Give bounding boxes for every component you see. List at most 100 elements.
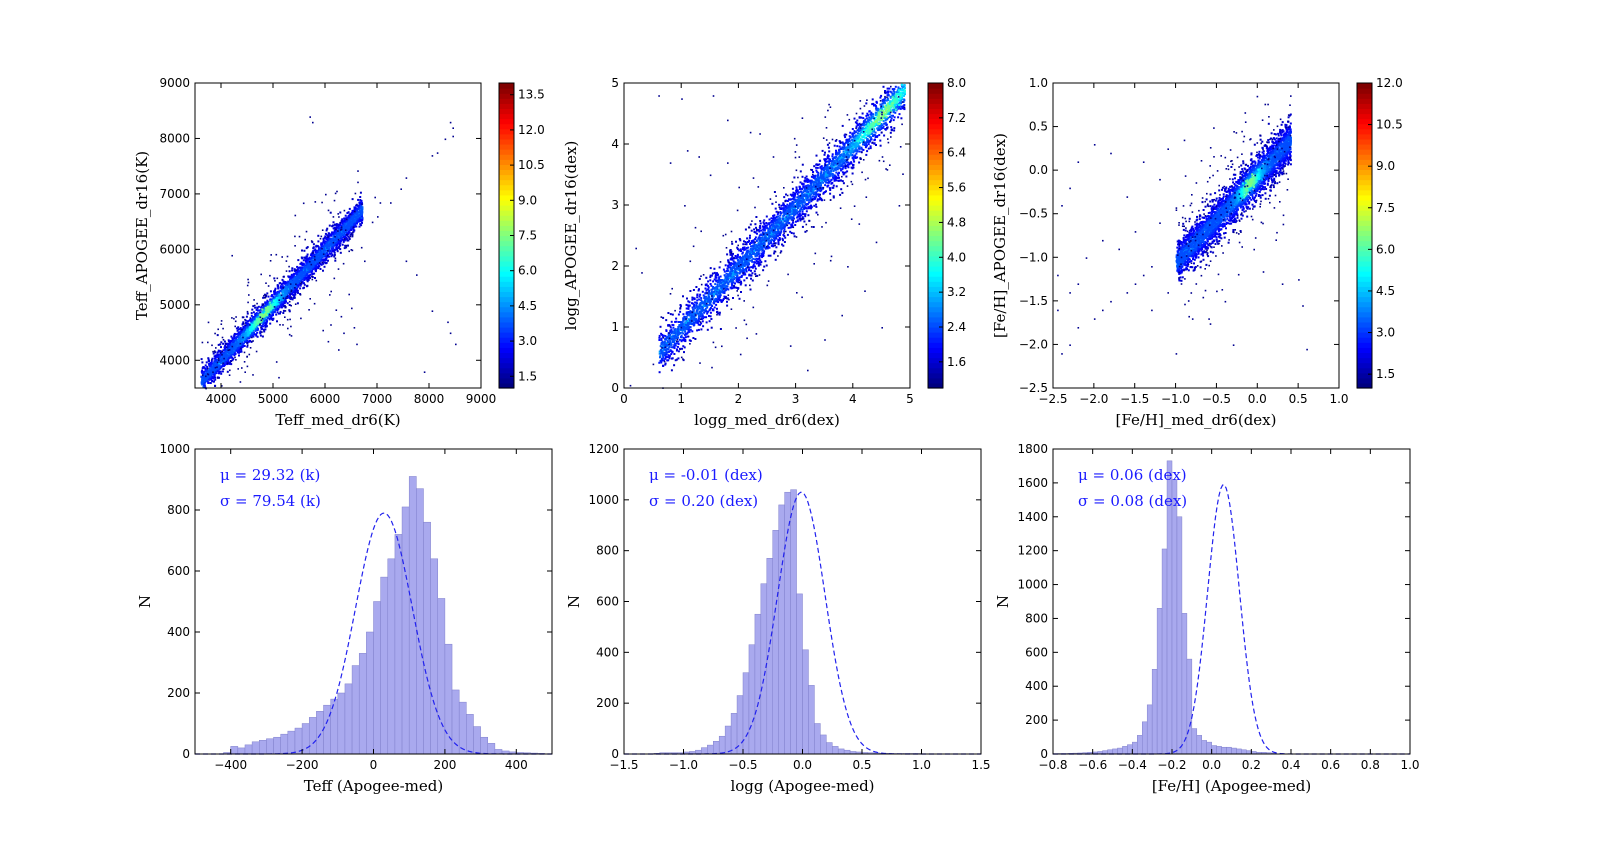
data-point — [692, 289, 695, 291]
outlier-point — [286, 318, 289, 321]
data-point — [315, 251, 318, 254]
outlier-point — [207, 341, 209, 344]
data-point — [214, 351, 217, 354]
data-point — [323, 236, 326, 239]
data-point — [318, 259, 321, 262]
data-point — [306, 276, 309, 279]
data-point — [342, 230, 345, 233]
colorbar-segment — [499, 144, 514, 150]
colorbar-segment — [499, 311, 514, 318]
outlier-point — [351, 307, 353, 310]
data-point — [343, 232, 346, 235]
data-point — [299, 284, 302, 287]
data-point — [360, 217, 363, 220]
data-point — [257, 322, 260, 325]
data-point — [217, 353, 220, 356]
data-point — [746, 237, 749, 240]
data-point — [211, 376, 214, 379]
data-point — [322, 245, 325, 248]
data-point — [244, 332, 247, 335]
outlier-point — [321, 229, 324, 231]
data-point — [358, 225, 361, 228]
data-point — [231, 339, 234, 341]
outlier-point — [235, 316, 237, 318]
data-point — [326, 227, 329, 230]
data-point — [332, 221, 335, 224]
data-point — [238, 340, 241, 343]
data-point — [344, 217, 347, 220]
outlier-point — [312, 252, 314, 254]
data-point — [226, 348, 228, 351]
colorbar-segment — [499, 260, 514, 267]
outlier-point — [302, 202, 305, 205]
data-point — [353, 208, 356, 211]
data-point — [339, 248, 342, 251]
colorbar: 1.53.04.56.07.59.010.512.013.5 — [498, 82, 545, 389]
outlier-point — [246, 310, 249, 313]
data-point — [284, 291, 287, 293]
data-point — [218, 370, 221, 373]
outlier-point — [431, 310, 434, 312]
data-point — [268, 315, 271, 318]
data-point — [302, 259, 305, 262]
outlier-point — [284, 310, 287, 312]
data-point — [256, 312, 259, 315]
data-point — [251, 329, 254, 332]
colorbar-tick-label: 4.5 — [518, 299, 537, 313]
data-point — [255, 323, 257, 326]
data-point — [226, 361, 229, 364]
outlier-point — [274, 280, 276, 282]
data-point — [327, 234, 330, 237]
data-point — [359, 196, 362, 198]
outlier-point — [288, 300, 291, 303]
data-point — [752, 263, 755, 266]
data-point — [242, 325, 245, 328]
data-point — [336, 247, 339, 250]
data-point — [264, 325, 267, 328]
data-point — [319, 253, 321, 256]
data-point — [253, 325, 255, 328]
data-point — [233, 337, 236, 340]
outlier-point — [452, 127, 454, 129]
data-point — [350, 227, 353, 230]
data-point — [246, 328, 249, 331]
colorbar-tick-label: 7.5 — [518, 229, 537, 243]
data-point — [294, 284, 297, 287]
data-point — [214, 384, 217, 387]
outlier-point — [284, 306, 287, 309]
data-point — [306, 273, 309, 276]
outlier-point — [222, 327, 224, 330]
data-point — [339, 242, 342, 245]
data-point — [261, 315, 264, 318]
data-point — [251, 332, 254, 335]
data-point — [357, 198, 360, 201]
data-point — [323, 265, 326, 268]
outlier-point — [278, 299, 280, 301]
outlier-point — [352, 231, 354, 234]
colorbar-segment — [499, 332, 514, 338]
data-point — [223, 364, 226, 367]
data-point — [667, 312, 670, 314]
outlier-point — [343, 332, 345, 335]
data-point — [335, 226, 337, 229]
outlier-point — [284, 304, 286, 307]
outlier-point — [273, 306, 276, 308]
data-point — [339, 244, 342, 247]
data-point — [786, 203, 789, 206]
outlier-point — [337, 238, 340, 241]
data-point — [334, 259, 337, 262]
data-point — [209, 365, 212, 368]
data-point — [345, 246, 348, 249]
colorbar-segment — [499, 103, 514, 110]
data-point — [252, 317, 255, 320]
outlier-point — [282, 297, 285, 299]
data-point — [236, 351, 239, 354]
data-point — [345, 220, 348, 223]
data-point — [226, 360, 229, 363]
data-point — [290, 276, 293, 279]
data-point — [295, 286, 298, 289]
outlier-point — [289, 293, 291, 296]
data-point — [247, 334, 249, 337]
y-tick-label: 9000 — [159, 76, 190, 90]
data-point — [201, 383, 204, 386]
